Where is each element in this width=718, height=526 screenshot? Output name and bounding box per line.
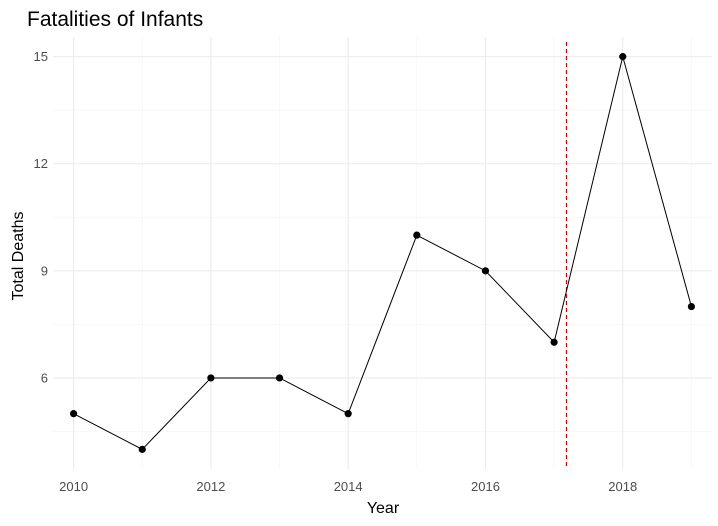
- data-point: [413, 231, 421, 239]
- x-tick-label: 2018: [608, 479, 637, 494]
- data-point: [207, 374, 215, 382]
- series-line: [73, 56, 692, 450]
- y-tick-label: 15: [34, 49, 48, 64]
- x-axis-title: Year: [367, 500, 400, 517]
- y-axis-title: Total Deaths: [10, 212, 27, 301]
- data-point: [138, 445, 146, 453]
- y-tick-label: 9: [41, 263, 48, 278]
- data-point: [687, 302, 696, 311]
- x-tick-label: 2014: [334, 479, 363, 494]
- y-tick-label: 12: [34, 156, 48, 171]
- x-tick-label: 2012: [196, 479, 225, 494]
- data-point: [275, 374, 284, 382]
- data-point: [619, 53, 627, 61]
- x-tick-label: 2010: [59, 479, 88, 494]
- y-tick-label: 6: [41, 370, 48, 385]
- data-point: [481, 267, 490, 275]
- grid: [53, 37, 712, 469]
- chart-title: Fatalities of Infants: [27, 8, 203, 31]
- series-layer: [69, 53, 696, 453]
- data-point: [69, 410, 78, 418]
- tick-labels: 2010 2012 2014 2016 2018 6 9 12 15: [34, 49, 638, 494]
- x-tick-label: 2016: [471, 479, 500, 494]
- data-point: [344, 410, 352, 418]
- data-point: [550, 338, 558, 346]
